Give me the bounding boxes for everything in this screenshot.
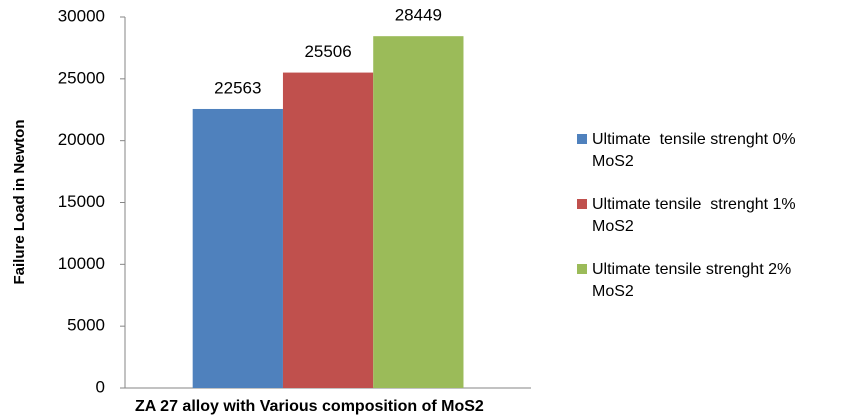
x-axis-title: ZA 27 alloy with Various composition of … — [135, 398, 484, 415]
legend-swatch — [577, 264, 587, 274]
y-axis-title: Failure Load in Newton — [11, 119, 28, 284]
bar — [373, 36, 464, 389]
y-tick-label: 0 — [96, 377, 105, 396]
y-tick-label: 20000 — [58, 130, 105, 149]
legend-label: Ultimate tensile strenght 1% MoS2 — [592, 196, 801, 235]
y-tick-label: 30000 — [58, 6, 105, 25]
bar — [282, 72, 374, 388]
y-tick-label: 15000 — [58, 192, 105, 211]
legend-label: Ultimate tensile strenght 0% MoS2 — [592, 131, 801, 170]
legend-swatch — [577, 134, 587, 144]
data-label: 25506 — [304, 42, 351, 61]
y-tick-label: 5000 — [67, 316, 105, 335]
y-tick-label: 10000 — [58, 254, 105, 273]
data-label: 28449 — [395, 6, 442, 25]
data-label: 22563 — [214, 78, 261, 97]
legend-swatch — [577, 199, 587, 209]
legend-label: Ultimate tensile strenght 2% MoS2 — [592, 261, 796, 300]
y-tick-label: 25000 — [58, 68, 105, 87]
bar — [192, 108, 283, 389]
